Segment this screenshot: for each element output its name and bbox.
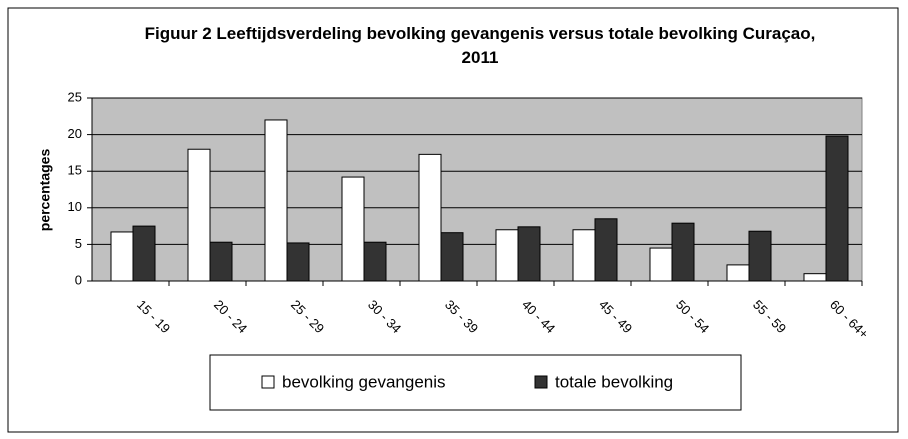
bar [187, 148, 211, 282]
bar [726, 264, 750, 282]
bar [594, 218, 618, 282]
bar [748, 230, 772, 282]
bar [671, 222, 695, 282]
bar [286, 242, 310, 282]
bar [825, 135, 849, 282]
bar [517, 226, 541, 282]
chart-title: Figuur 2 Leeftijdsverdeling bevolking ge… [144, 24, 816, 67]
legend-swatch [534, 375, 548, 389]
y-tick-label: 0 [75, 272, 82, 287]
y-tick-label: 20 [68, 126, 82, 141]
legend-label: bevolking gevangenis [282, 372, 446, 391]
bar [132, 225, 156, 282]
bar [572, 229, 596, 282]
legend-swatch [261, 375, 275, 389]
bar [803, 273, 827, 282]
bar [440, 232, 464, 282]
bar [495, 229, 519, 282]
y-tick-label: 5 [75, 236, 82, 251]
y-tick-label: 25 [68, 89, 82, 104]
bar [418, 153, 442, 282]
bar [363, 241, 387, 282]
y-tick-label: 10 [68, 199, 82, 214]
bar [110, 231, 134, 282]
bar [649, 247, 673, 282]
bar [209, 241, 233, 282]
y-tick-label: 15 [68, 163, 82, 178]
legend-box [209, 354, 742, 411]
bar [264, 119, 288, 282]
y-axis-label: percentages [37, 149, 53, 232]
legend-label: totale bevolking [555, 372, 673, 391]
bar [341, 176, 365, 282]
